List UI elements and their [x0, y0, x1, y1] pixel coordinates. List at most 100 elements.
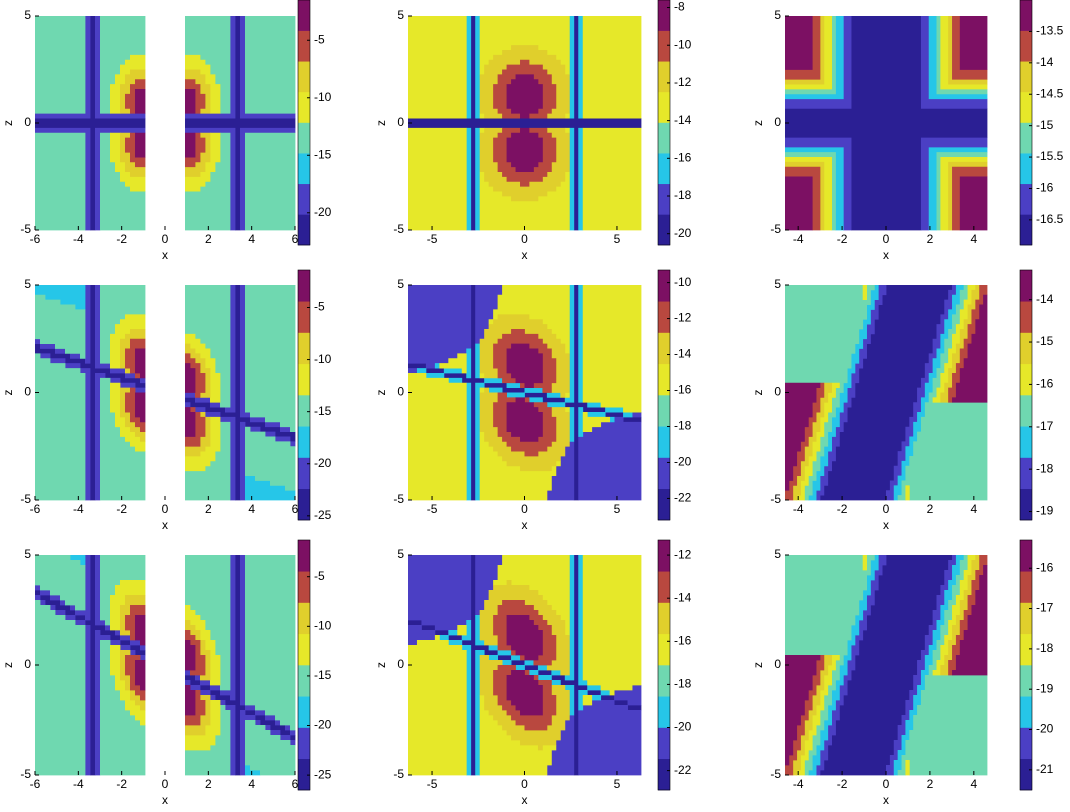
y-tick-label: -5	[770, 222, 781, 236]
contour-level	[506, 615, 543, 716]
x-tick-label: 0	[883, 502, 890, 516]
contour-level	[35, 555, 296, 776]
colorbar-band	[1020, 488, 1032, 521]
contour-level	[493, 600, 557, 731]
contour-level	[506, 343, 543, 442]
colorbar-band	[658, 540, 670, 572]
y-tick-label: -5	[20, 492, 31, 506]
colorbar-tick-label: -18	[674, 188, 692, 202]
contour-level	[35, 285, 296, 501]
contour-level	[466, 16, 584, 231]
colorbar-tick-label: -22	[674, 763, 692, 777]
colorbar-band	[658, 602, 670, 635]
colorbar-tick-label: -18	[1036, 461, 1054, 475]
colorbar-tick-label: -18	[674, 419, 692, 433]
y-tick-label: 5	[24, 8, 31, 22]
colorbar-frame	[657, 0, 671, 246]
colorbar-tick-label: -5	[314, 300, 325, 314]
colorbar-band	[658, 727, 670, 760]
y-tick-label: 5	[24, 547, 31, 561]
colorbar-band	[298, 0, 310, 31]
x-tick-label: 4	[970, 232, 977, 246]
y-axis-label: z	[751, 120, 765, 126]
colorbar-band	[1020, 696, 1032, 728]
colorbar-band	[658, 301, 670, 333]
x-tick-label: -6	[30, 232, 41, 246]
colorbar-tick-label: -20	[1036, 722, 1054, 736]
x-axis-label: x	[883, 518, 889, 532]
y-axis-label: z	[751, 390, 765, 396]
colorbar-band	[298, 91, 310, 123]
colorbar-band	[658, 183, 670, 215]
colorbar-band	[298, 633, 310, 666]
colorbar-tick-label: -12	[674, 547, 692, 561]
y-tick-label: -5	[770, 767, 781, 781]
contour-level	[796, 285, 976, 501]
x-axis-label: x	[883, 793, 889, 807]
colorbar-band	[658, 363, 670, 396]
colorbar-band	[1020, 30, 1032, 62]
colorbar-band	[298, 602, 310, 635]
y-axis-label: z	[1, 120, 15, 126]
colorbar-frame	[297, 269, 311, 521]
x-axis-label: x	[162, 518, 168, 532]
contour-level	[35, 16, 296, 231]
contour-level	[506, 74, 543, 173]
colorbar-band	[298, 183, 310, 215]
y-tick-label: -5	[393, 767, 404, 781]
colorbar-tick-label: -10	[314, 90, 332, 104]
colorbar-band	[1020, 395, 1032, 427]
colorbar-tick-label: -20	[314, 205, 332, 219]
colorbar-tick-label: -10	[674, 275, 692, 289]
x-tick-label: 6	[292, 502, 299, 516]
colorbar-tick-label: -10	[314, 352, 332, 366]
x-tick-label: 2	[205, 232, 212, 246]
contour-level	[120, 328, 211, 457]
colorbar-tick-label: -10	[674, 37, 692, 51]
colorbar-band	[658, 426, 670, 458]
y-tick-label: 5	[774, 8, 781, 22]
colorbar-tick-label: -16.5	[1036, 212, 1064, 226]
contour-level	[35, 16, 296, 231]
y-tick-label: -5	[393, 492, 404, 506]
colorbar-band	[298, 488, 310, 521]
colorbar-band	[298, 30, 310, 62]
contour-level	[124, 338, 206, 447]
colorbar-tick-label: -17	[1036, 601, 1054, 615]
x-tick-label: 0	[521, 502, 528, 516]
x-axis-label: x	[162, 793, 168, 807]
y-tick-label: 0	[24, 657, 31, 671]
colorbar-band	[658, 633, 670, 666]
contour-level	[408, 555, 642, 776]
colorbar-band	[298, 332, 310, 365]
colorbar-band	[1020, 363, 1032, 396]
subplot: -5 0 5 -5 0 5 x z -10 -12 -14 -16 -18 -20 -22	[374, 269, 692, 532]
contour-level	[785, 16, 988, 231]
colorbar-band	[658, 214, 670, 246]
contour-level	[796, 555, 976, 776]
y-axis-label: z	[751, 662, 765, 668]
colorbar-band	[298, 571, 310, 603]
colorbar-tick-label: -12	[674, 311, 692, 325]
colorbar-tick-label: -16	[1036, 560, 1054, 574]
x-tick-label: -2	[116, 232, 127, 246]
colorbar-band	[1020, 0, 1032, 31]
colorbar-band	[298, 61, 310, 93]
y-tick-label: -5	[20, 222, 31, 236]
colorbar-band	[298, 122, 310, 154]
subplot: -4 -2 0 2 4 -5 0 5 x z -13.5 -14 -14.5 -15 -15.5 -16 -16…	[751, 0, 1064, 262]
colorbar-band	[1020, 727, 1032, 760]
colorbar-tick-label: -18	[1036, 641, 1054, 655]
x-tick-label: -4	[793, 777, 804, 791]
colorbar-band	[658, 395, 670, 427]
y-tick-label: 0	[774, 657, 781, 671]
colorbar-tick-label: -20	[674, 226, 692, 240]
y-tick-label: 0	[397, 385, 404, 399]
colorbar-tick-label: -14	[1036, 292, 1054, 306]
y-axis-label: z	[1, 662, 15, 668]
contour-level	[120, 69, 211, 177]
colorbar-band	[1020, 602, 1032, 635]
y-tick-label: 5	[397, 277, 404, 291]
